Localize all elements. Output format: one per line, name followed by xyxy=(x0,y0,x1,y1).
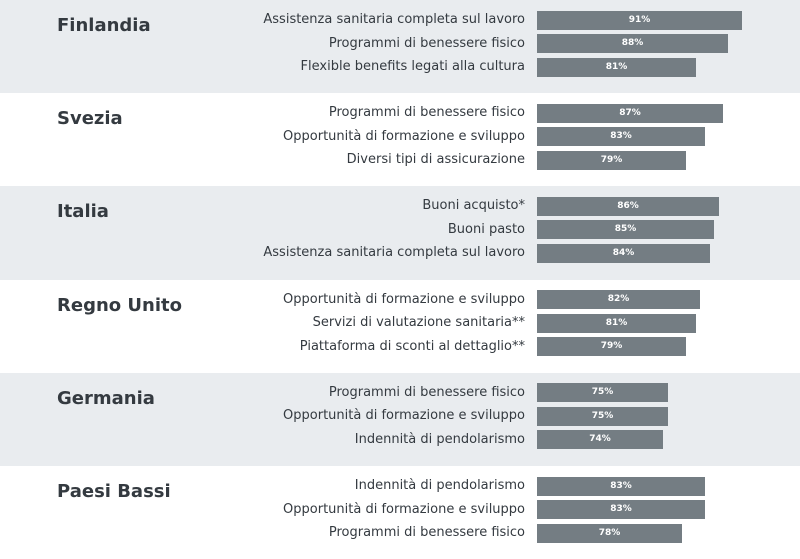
data-label: 75% xyxy=(591,387,614,398)
data-label: 85% xyxy=(614,224,637,235)
category-label: Opportunità di formazione e sviluppo xyxy=(283,291,525,307)
data-label: 82% xyxy=(607,294,630,305)
category-label: Programmi di benessere fisico xyxy=(328,105,525,121)
bar: 82% xyxy=(537,290,700,310)
data-label: 81% xyxy=(605,317,628,328)
category-label: Indennità di pendolarismo xyxy=(354,478,525,493)
data-label: 83% xyxy=(610,480,632,491)
category-label: Indennità di pendolarismo xyxy=(354,431,525,447)
category-label: Programmi di benessere fisico xyxy=(328,384,525,400)
country-label: Italia xyxy=(57,201,109,223)
bar: 83% xyxy=(537,127,705,147)
bar: 81% xyxy=(537,313,696,333)
data-label: 91% xyxy=(628,14,651,25)
category-label: Diversi tipi di assicurazione xyxy=(346,152,525,168)
category-label: Buoni acquisto* xyxy=(422,198,525,214)
data-label: 83% xyxy=(610,504,632,514)
data-label: 86% xyxy=(617,200,639,211)
category-label: Flexible benefits legati alla cultura xyxy=(300,59,525,74)
category-label: Piattaforma di sconti al dettaglio** xyxy=(299,338,525,354)
bar: 83% xyxy=(537,476,705,496)
bar: 85% xyxy=(537,220,714,240)
bar: 91% xyxy=(537,10,742,30)
category-label: Assistenza sanitaria completa sul lavoro xyxy=(263,245,525,261)
bar: 84% xyxy=(537,243,710,263)
data-label: 87% xyxy=(619,107,641,118)
country-label: Regno Unito xyxy=(57,294,182,316)
category-label: Buoni pasto xyxy=(447,221,525,237)
category-label: Assistenza sanitaria completa sul lavoro xyxy=(263,12,525,27)
data-label: 88% xyxy=(621,38,644,48)
category-label: Opportunità di formazione e sviluppo xyxy=(283,128,525,144)
data-label: 79% xyxy=(600,154,623,165)
bar: 74% xyxy=(537,430,663,450)
country-label: Germania xyxy=(57,387,155,409)
country-label: Svezia xyxy=(57,108,123,130)
bar: 86% xyxy=(537,196,719,216)
country-label: Paesi Bassi xyxy=(57,481,171,502)
bar: 83% xyxy=(537,500,705,519)
data-label: 75% xyxy=(591,410,614,421)
category-label: Programmi di benessere fisico xyxy=(328,35,525,51)
bar: 88% xyxy=(537,34,728,53)
bar: 75% xyxy=(537,406,668,426)
data-label: 81% xyxy=(605,61,628,72)
category-label: Opportunità di formazione e sviluppo xyxy=(283,408,525,424)
bar: 75% xyxy=(537,383,668,403)
bar: 79% xyxy=(537,150,686,170)
bar: 78% xyxy=(537,523,682,543)
bar: 87% xyxy=(537,103,723,123)
bar: 79% xyxy=(537,337,686,357)
data-label: 83% xyxy=(610,131,632,142)
category-label: Servizi di valutazione sanitaria** xyxy=(312,315,525,331)
category-label: Opportunità di formazione e sviluppo xyxy=(283,501,525,517)
data-label: 84% xyxy=(612,247,635,258)
data-label: 74% xyxy=(589,434,611,445)
bar: 81% xyxy=(537,57,696,77)
category-label: Programmi di benessere fisico xyxy=(328,525,525,540)
data-label: 79% xyxy=(600,341,623,352)
country-label: Finlandia xyxy=(57,15,151,36)
data-label: 78% xyxy=(598,527,621,538)
